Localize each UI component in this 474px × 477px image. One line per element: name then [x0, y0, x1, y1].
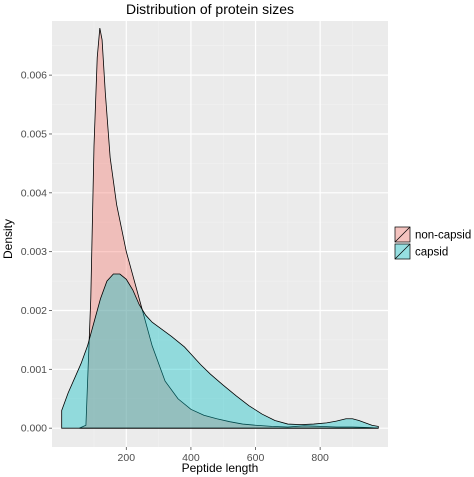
x-axis-title: Peptide length — [182, 461, 259, 475]
y-tick-label: 0.004 — [21, 187, 47, 199]
legend-label-capsid: capsid — [415, 247, 448, 259]
density-area-non-capsid — [79, 27, 379, 429]
x-tick-label: 200 — [118, 452, 136, 464]
legend-item-non-capsid: non-capsid — [393, 225, 471, 244]
y-tick-label: 0.005 — [21, 128, 47, 140]
y-tick-label: 0.006 — [21, 70, 47, 82]
y-tick-label: 0.002 — [21, 305, 47, 317]
density-areas — [61, 27, 379, 429]
legend-swatch-slash — [394, 226, 411, 243]
legend-label-non-capsid: non-capsid — [415, 230, 471, 242]
y-tick-label: 0.003 — [21, 246, 47, 258]
legend: non-capsid capsid — [393, 225, 471, 261]
x-axis-ticks: 200 400 600 800 — [118, 447, 329, 464]
x-tick-label: 600 — [247, 452, 265, 464]
major-gridlines — [52, 21, 388, 447]
chart-title: Distribution of protein sizes — [126, 1, 294, 17]
legend-item-capsid: capsid — [393, 242, 448, 261]
x-tick-label: 800 — [311, 452, 329, 464]
plot-panel — [52, 21, 388, 447]
y-tick-label: 0.001 — [21, 364, 47, 376]
y-axis-title: Density — [1, 219, 15, 259]
y-tick-label: 0.000 — [21, 423, 47, 435]
y-axis-ticks: 0.000 0.001 0.002 0.003 0.004 0.005 0.006 — [21, 70, 52, 435]
legend-swatch-slash — [394, 243, 411, 260]
minor-gridlines — [52, 21, 388, 447]
x-tick-label: 400 — [182, 452, 200, 464]
density-area-capsid — [61, 273, 379, 429]
